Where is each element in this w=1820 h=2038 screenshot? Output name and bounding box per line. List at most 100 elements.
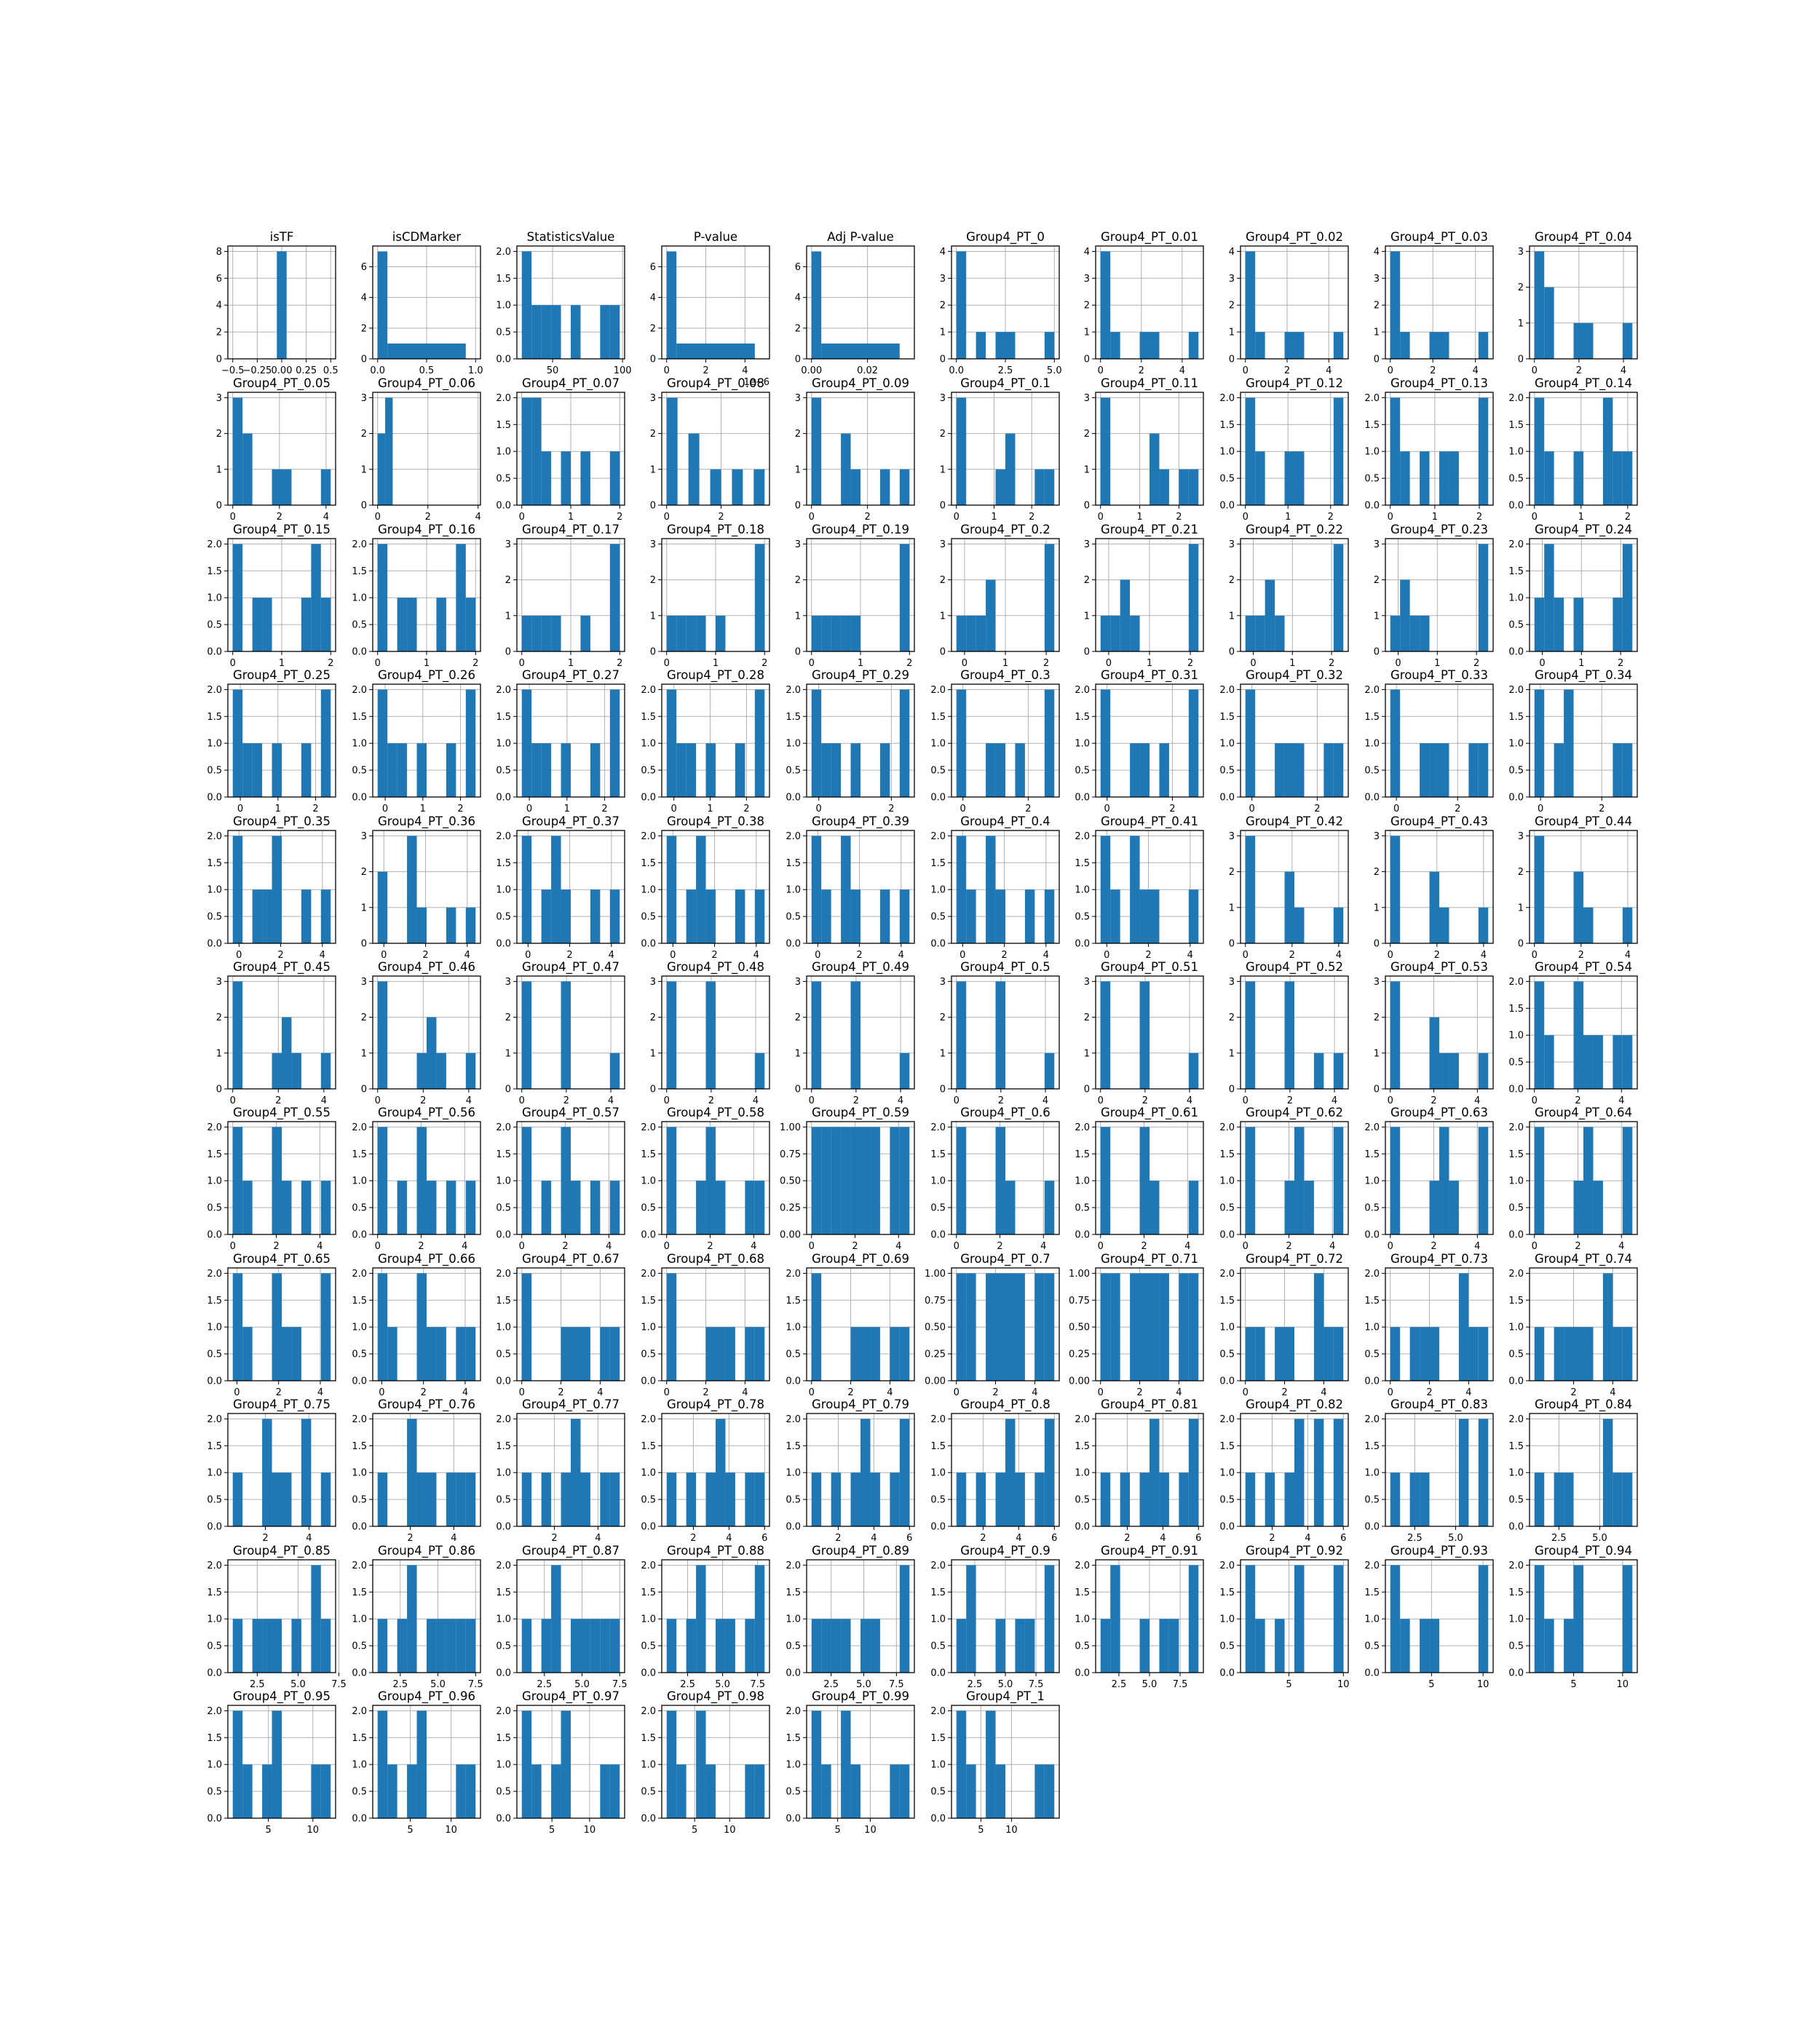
histogram-bar bbox=[456, 544, 466, 651]
x-tick-label: 2 bbox=[328, 658, 333, 669]
y-tick-label: 0.0 bbox=[930, 1230, 946, 1241]
histogram-bar bbox=[666, 981, 677, 1089]
subplot-title: Group4_PT_0.7 bbox=[960, 1252, 1051, 1266]
x-tick-label: 4 bbox=[1332, 1095, 1337, 1106]
y-tick-label: 2 bbox=[1084, 301, 1090, 312]
histogram-bar bbox=[870, 1619, 880, 1673]
axes-frame bbox=[661, 1267, 770, 1381]
histogram-bar bbox=[1265, 579, 1275, 651]
x-tick-label: 2 bbox=[1625, 512, 1631, 523]
y-tick-label: 1.0 bbox=[352, 1176, 367, 1187]
x-tick-label: 2 bbox=[563, 1095, 569, 1106]
histogram-bar bbox=[986, 836, 996, 943]
histogram-bar bbox=[995, 332, 1005, 359]
histogram-bar bbox=[716, 615, 726, 651]
histogram-bar bbox=[1120, 579, 1131, 651]
y-tick-label: 0 bbox=[216, 354, 222, 365]
x-tick-label: 2 bbox=[1281, 1387, 1287, 1398]
x-tick-label: 2 bbox=[906, 658, 912, 669]
y-tick-label: 0 bbox=[940, 354, 946, 365]
x-tick-label: 0.25 bbox=[296, 365, 317, 376]
x-tick-label: 5.0 bbox=[290, 1679, 306, 1690]
x-tick-label: 0 bbox=[1395, 658, 1401, 669]
histogram-bar bbox=[995, 889, 1005, 943]
x-tick-label: 1 bbox=[713, 658, 719, 669]
histogram-bar bbox=[1100, 981, 1111, 1089]
y-tick-label: 3 bbox=[216, 393, 222, 404]
axes-frame bbox=[1529, 1121, 1638, 1235]
y-tick-label: 0.0 bbox=[352, 1376, 367, 1387]
y-tick-label: 1.0 bbox=[496, 1176, 511, 1187]
y-tick-label: 0.5 bbox=[930, 912, 946, 923]
y-tick-label: 0 bbox=[1084, 354, 1090, 365]
y-tick-label: 1.0 bbox=[207, 1323, 222, 1333]
histogram-bar bbox=[899, 1565, 910, 1673]
subplot-title: Group4_PT_0.56 bbox=[378, 1106, 475, 1120]
x-tick-label: 2 bbox=[562, 1241, 568, 1252]
subplot-title: Group4_PT_0.69 bbox=[812, 1252, 909, 1266]
histogram-bar bbox=[1622, 907, 1633, 943]
axes-frame bbox=[372, 1705, 481, 1819]
histogram-bar bbox=[986, 1273, 996, 1381]
y-tick-label: 1.0 bbox=[930, 1468, 946, 1479]
histogram-bar bbox=[397, 1181, 408, 1234]
y-tick-label: 0.5 bbox=[1508, 1058, 1524, 1068]
histogram-bar bbox=[1034, 1764, 1045, 1818]
x-tick-label: 2 bbox=[1314, 804, 1320, 814]
histogram-bar bbox=[1449, 1052, 1459, 1089]
histogram-bar bbox=[272, 743, 282, 797]
x-tick-label: 4 bbox=[1610, 1387, 1615, 1398]
axes-frame bbox=[1529, 1413, 1638, 1527]
y-tick-label: 2 bbox=[505, 1012, 511, 1023]
histogram-bar bbox=[590, 889, 601, 943]
axes-frame bbox=[1240, 830, 1349, 944]
y-tick-label: 1 bbox=[361, 464, 367, 475]
y-tick-label: 6 bbox=[795, 262, 801, 273]
x-tick-label: 0 bbox=[236, 950, 242, 961]
histogram-bar bbox=[551, 1565, 561, 1673]
histogram-bar bbox=[320, 1619, 331, 1673]
y-tick-label: 1.0 bbox=[930, 1614, 946, 1625]
histogram-bar bbox=[995, 1127, 1005, 1234]
histogram-bar bbox=[1188, 332, 1199, 359]
x-tick-label: 4 bbox=[1160, 1533, 1166, 1544]
x-tick-label: 4 bbox=[606, 1241, 612, 1252]
histogram-bar bbox=[272, 836, 282, 943]
histogram-bar bbox=[1100, 251, 1111, 359]
histogram-bar bbox=[850, 1472, 860, 1526]
histogram-bar bbox=[1613, 1327, 1623, 1381]
histogram-bar bbox=[1110, 1273, 1120, 1381]
histogram-bar bbox=[1468, 1327, 1479, 1381]
histogram-bar bbox=[1429, 1181, 1439, 1234]
y-tick-label: 2.0 bbox=[207, 1414, 222, 1425]
histogram-bar bbox=[1245, 689, 1256, 797]
subplot-title: Group4_PT_0.01 bbox=[1101, 230, 1198, 245]
subplot-title: Group4_PT_0.15 bbox=[233, 523, 331, 537]
histogram-bar bbox=[754, 1472, 765, 1526]
histogram-bar bbox=[465, 1619, 476, 1673]
histogram-bar bbox=[561, 1710, 571, 1818]
histogram-bar bbox=[456, 1327, 466, 1381]
y-tick-label: 3 bbox=[216, 977, 222, 988]
y-tick-label: 4 bbox=[1229, 247, 1235, 258]
y-tick-label: 0.0 bbox=[1508, 1376, 1524, 1387]
histogram-bar bbox=[705, 981, 716, 1089]
histogram-bar bbox=[427, 1327, 437, 1381]
y-tick-label: 0 bbox=[650, 354, 656, 365]
histogram-bar bbox=[1044, 1273, 1055, 1381]
histogram-bar bbox=[1458, 1273, 1469, 1381]
y-tick-label: 0.25 bbox=[1069, 1349, 1090, 1360]
histogram-bar bbox=[995, 1273, 1005, 1381]
histogram-bar bbox=[1573, 322, 1583, 359]
y-tick-label: 1.0 bbox=[641, 1176, 656, 1187]
y-tick-label: 0.75 bbox=[925, 1296, 946, 1307]
y-tick-label: 0.75 bbox=[780, 1149, 801, 1160]
x-tick-label: 2 bbox=[617, 658, 622, 669]
